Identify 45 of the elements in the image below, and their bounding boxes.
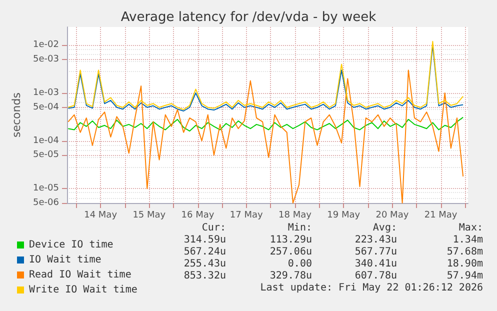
legend-label: Write IO Wait time <box>29 284 138 296</box>
line-series <box>68 116 464 132</box>
x-tick-label: 20 May <box>376 210 410 220</box>
text: Max: <box>458 222 483 234</box>
text: 57.68m <box>446 246 483 258</box>
legend-label: IO Wait time <box>29 254 102 266</box>
y-tick-label: 5e-03 <box>33 54 59 65</box>
chart-title: Average latency for /dev/vda - by week <box>120 10 377 25</box>
x-tick-label: 16 May <box>181 210 215 220</box>
text: 340.41u <box>354 258 397 270</box>
line-series <box>68 70 464 204</box>
legend-label: Read IO Wait time <box>29 270 132 280</box>
y-tick-label: 5e-06 <box>33 198 60 208</box>
y-tick-label: 1e-02 <box>33 40 59 50</box>
text: 18.90m <box>446 258 483 270</box>
text: 1.34m <box>452 234 483 246</box>
text: 314.59u <box>184 234 226 246</box>
y-axis-title: seconds <box>10 92 24 138</box>
legend-label: Device IO time <box>29 240 114 250</box>
y-tick-label: 1e-05 <box>33 184 59 194</box>
text: 57.94m <box>446 270 483 282</box>
x-tick-label: 14 May <box>84 210 118 220</box>
text: 853.32u <box>184 270 226 282</box>
y-tick-label: 5e-04 <box>33 102 60 112</box>
text: 567.24u <box>184 246 226 258</box>
text: 113.29u <box>270 234 312 246</box>
x-tick-label: 17 May <box>230 210 264 220</box>
x-tick-label: 19 May <box>327 210 361 220</box>
y-tick-label: 1e-04 <box>33 136 60 146</box>
text: 567.77u <box>354 246 397 258</box>
y-tick-label: 5e-05 <box>33 150 59 160</box>
text: Min: <box>288 222 312 234</box>
text: 329.78u <box>270 270 312 282</box>
text: 255.43u <box>184 258 226 270</box>
text: 257.06u <box>270 246 312 258</box>
x-tick-label: 18 May <box>278 210 312 220</box>
text: Cur: <box>202 222 226 234</box>
text: Last update: Fri May 22 01:26:12 2026 <box>260 282 484 294</box>
x-tick-label: 21 May <box>424 210 458 220</box>
text: 607.78u <box>354 270 397 282</box>
text: Avg: <box>372 222 397 234</box>
text: 0.00 <box>288 258 312 270</box>
x-tick-label: 15 May <box>132 210 166 220</box>
text: 223.43u <box>354 234 397 246</box>
y-tick-label: 1e-03 <box>33 88 59 98</box>
